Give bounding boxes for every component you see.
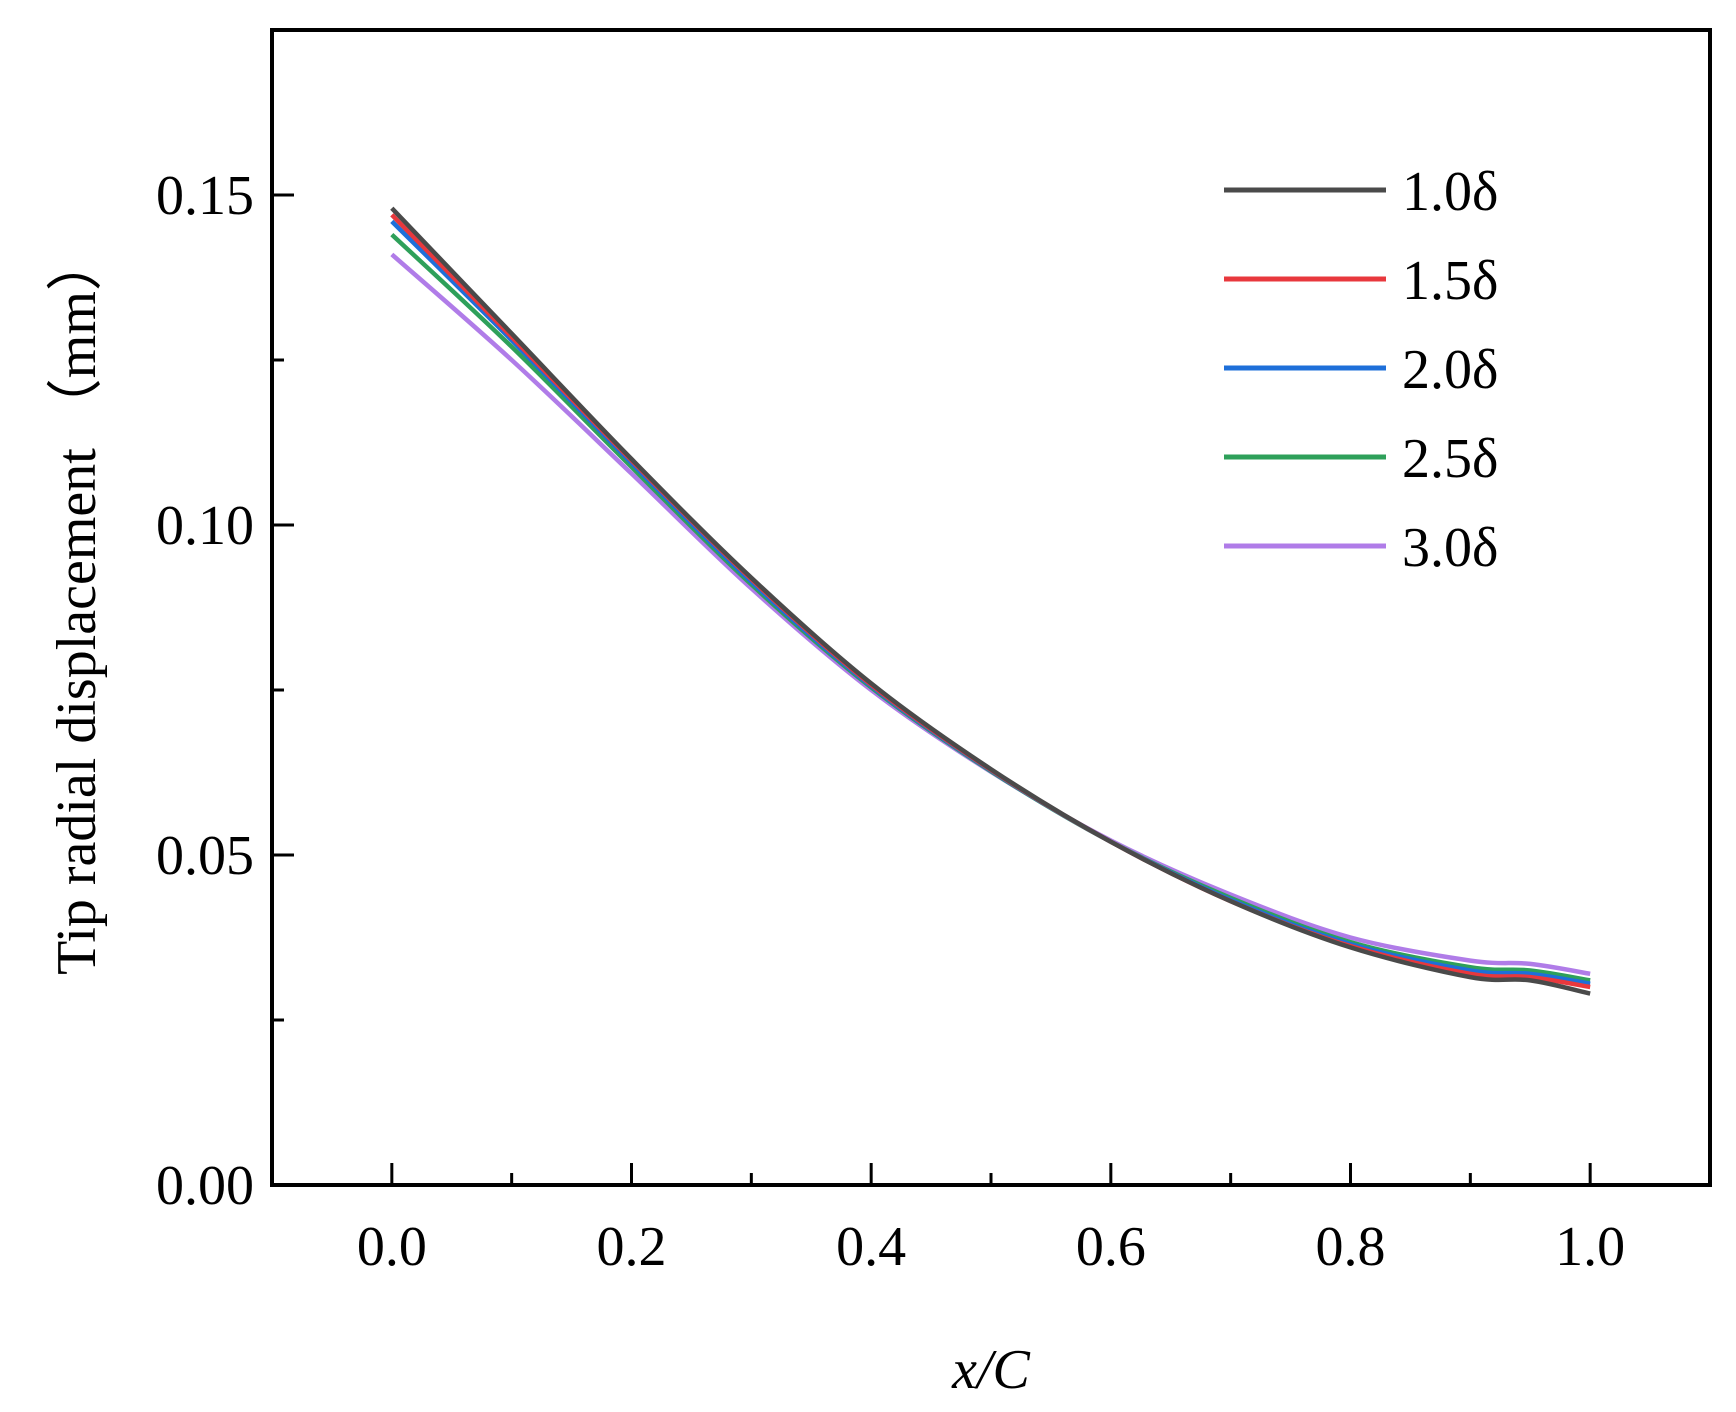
- x-tick-label: 0.8: [1316, 1216, 1386, 1278]
- x-tick-label: 0.4: [836, 1216, 906, 1278]
- legend: 1.0δ 1.5δ 2.0δ 2.5δ 3.0δ: [1224, 161, 1498, 579]
- legend-label: 1.0δ: [1402, 161, 1498, 223]
- legend-label: 1.5δ: [1402, 250, 1498, 312]
- legend-label: 3.0δ: [1402, 517, 1498, 579]
- y-axis-title: Tip radial displacement （mm）: [46, 235, 108, 975]
- y-axis: 0.00 0.05 0.10 0.15: [156, 165, 294, 1217]
- series-line: [390, 206, 1591, 996]
- x-axis: 0.0 0.2 0.4 0.6 0.8 1.0: [357, 1163, 1625, 1278]
- y-tick-label: 0.15: [156, 165, 254, 227]
- series-layer: [390, 206, 1591, 996]
- x-axis-title: x/C: [951, 1339, 1030, 1401]
- y-tick-label: 0.05: [156, 825, 254, 887]
- series-line: [390, 213, 1591, 990]
- legend-label: 2.0δ: [1402, 339, 1498, 401]
- x-tick-label: 1.0: [1555, 1216, 1625, 1278]
- y-tick-label: 0.10: [156, 495, 254, 557]
- x-tick-label: 0.2: [597, 1216, 667, 1278]
- x-tick-label: 0.6: [1076, 1216, 1146, 1278]
- x-tick-label: 0.0: [357, 1216, 427, 1278]
- y-tick-label: 0.00: [156, 1155, 254, 1217]
- series-line: [390, 219, 1591, 986]
- legend-label: 2.5δ: [1402, 428, 1498, 490]
